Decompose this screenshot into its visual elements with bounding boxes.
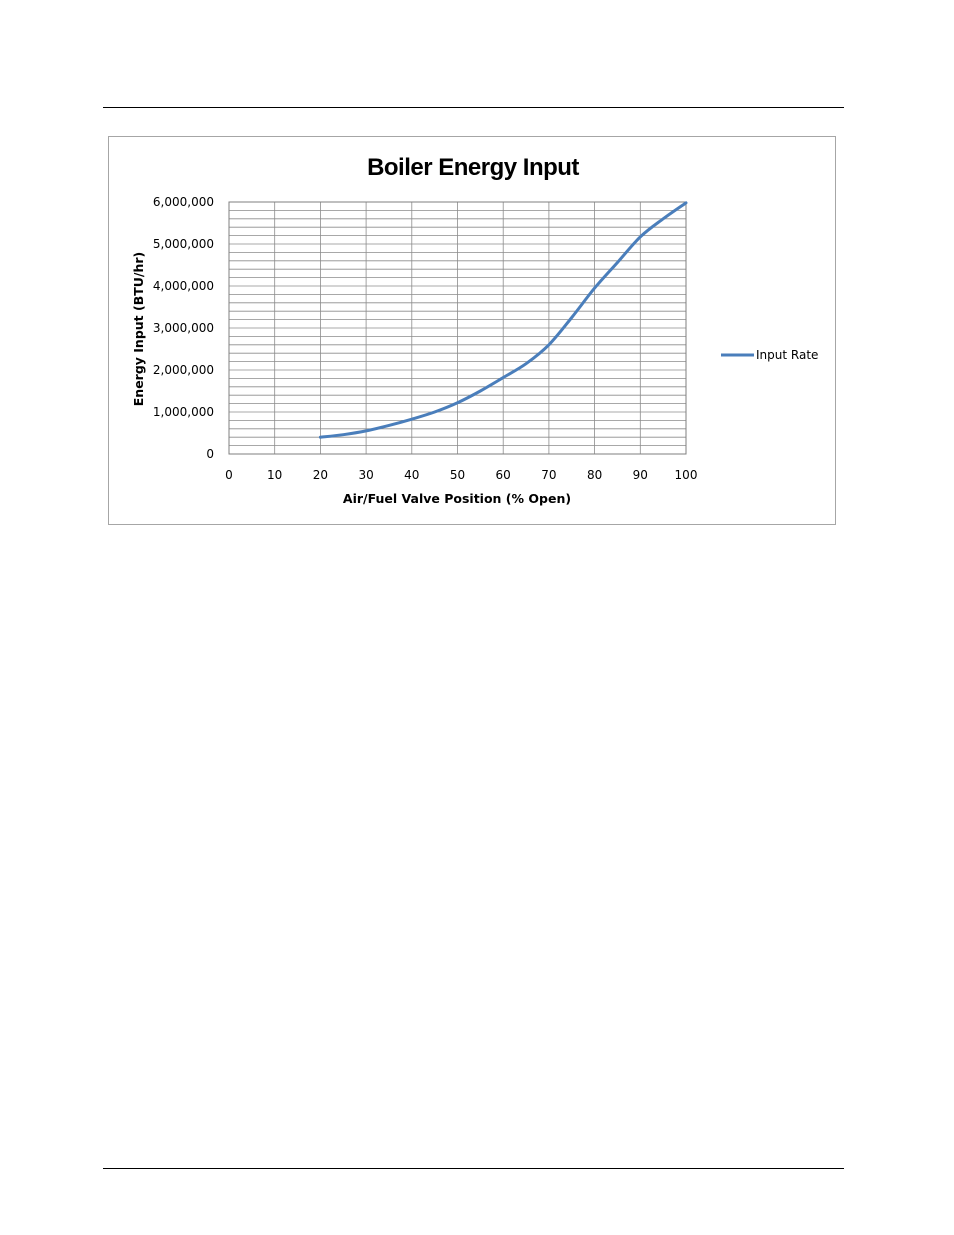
x-tick-label: 80 bbox=[587, 468, 602, 482]
chart-area: Boiler Energy Input 0 1,000,000 2,000,000 3… bbox=[108, 136, 836, 525]
y-tick-label: 6,000,000 bbox=[153, 195, 214, 209]
y-axis-ticks: 0 1,000,000 2,000,000 3,000,000 4,000,000 5,0… bbox=[153, 195, 214, 461]
plot-grid bbox=[228, 201, 687, 455]
legend: Input Rate bbox=[721, 348, 818, 362]
chart-svg: Boiler Energy Input 0 1,000,000 2,000,000 3… bbox=[131, 154, 818, 506]
x-tick-label: 0 bbox=[225, 468, 233, 482]
y-tick-label: 3,000,000 bbox=[153, 321, 214, 335]
x-tick-label: 20 bbox=[313, 468, 328, 482]
y-tick-label: 0 bbox=[206, 447, 214, 461]
x-axis-ticks: 0 10 20 30 40 50 60 70 80 90 100 bbox=[225, 468, 697, 482]
x-tick-label: 90 bbox=[633, 468, 648, 482]
x-tick-label: 70 bbox=[541, 468, 556, 482]
x-tick-label: 60 bbox=[496, 468, 511, 482]
x-axis-label: Air/Fuel Valve Position (% Open) bbox=[343, 491, 571, 506]
series-layer bbox=[318, 201, 688, 439]
header-rule bbox=[103, 107, 844, 108]
x-tick-label: 50 bbox=[450, 468, 465, 482]
plot-border bbox=[228, 201, 687, 455]
y-tick-label: 2,000,000 bbox=[153, 363, 214, 377]
y-axis-label: Energy Input (BTU/hr) bbox=[131, 252, 146, 407]
x-tick-label: 100 bbox=[675, 468, 698, 482]
x-tick-label: 40 bbox=[404, 468, 419, 482]
footer-rule bbox=[103, 1168, 844, 1169]
legend-label: Input Rate bbox=[756, 348, 818, 362]
y-tick-label: 1,000,000 bbox=[153, 405, 214, 419]
y-tick-label: 4,000,000 bbox=[153, 279, 214, 293]
chart-title: Boiler Energy Input bbox=[367, 154, 579, 181]
y-tick-label: 5,000,000 bbox=[153, 237, 214, 251]
x-tick-label: 10 bbox=[267, 468, 282, 482]
series-line-input-rate bbox=[318, 201, 688, 439]
x-tick-label: 30 bbox=[358, 468, 373, 482]
